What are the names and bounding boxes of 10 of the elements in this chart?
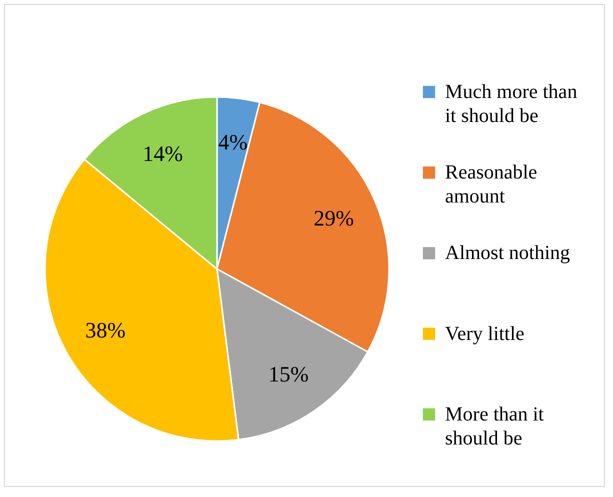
data-label: 38% (85, 317, 126, 342)
data-label: 29% (314, 205, 354, 230)
legend-label: More than it should be (445, 403, 544, 450)
legend-label: Almost nothing (445, 242, 570, 264)
data-label: 15% (268, 361, 309, 386)
legend-label: Reasonable amount (445, 162, 538, 208)
data-label: 4% (218, 130, 248, 155)
legend-label: Very little (445, 322, 525, 345)
legend-label: Much more than it should be (445, 81, 578, 127)
data-label: 14% (142, 140, 183, 166)
